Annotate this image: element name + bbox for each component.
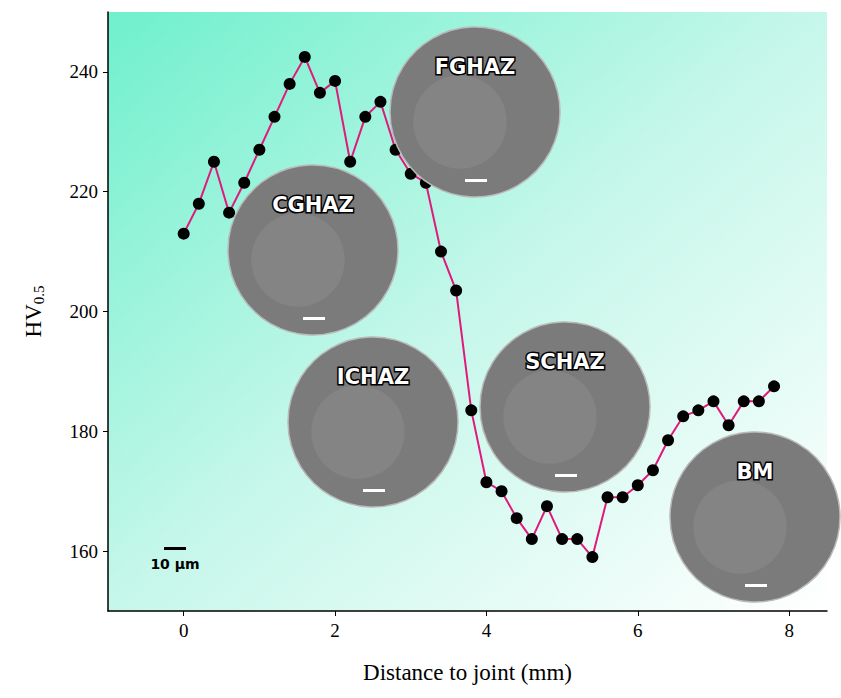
svg-text:240: 240 — [70, 61, 99, 82]
svg-text:ICHAZ: ICHAZ — [337, 365, 409, 389]
svg-text:8: 8 — [784, 620, 794, 641]
svg-text:0: 0 — [179, 620, 189, 641]
svg-text:200: 200 — [70, 301, 99, 322]
svg-text:4: 4 — [482, 620, 492, 641]
svg-text:0.5: 0.5 — [31, 286, 47, 305]
svg-text:BM: BM — [737, 460, 774, 484]
svg-text:220: 220 — [70, 181, 99, 202]
svg-text:HV: HV — [21, 304, 46, 338]
svg-text:2: 2 — [330, 620, 340, 641]
svg-text:160: 160 — [70, 541, 99, 562]
svg-text:Distance to joint (mm): Distance to joint (mm) — [363, 660, 572, 685]
svg-text:6: 6 — [633, 620, 643, 641]
svg-text:10 μm: 10 μm — [150, 556, 199, 572]
svg-text:SCHAZ: SCHAZ — [525, 350, 605, 374]
svg-text:180: 180 — [70, 421, 99, 442]
svg-text:FGHAZ: FGHAZ — [435, 55, 516, 79]
svg-text:CGHAZ: CGHAZ — [272, 193, 354, 217]
